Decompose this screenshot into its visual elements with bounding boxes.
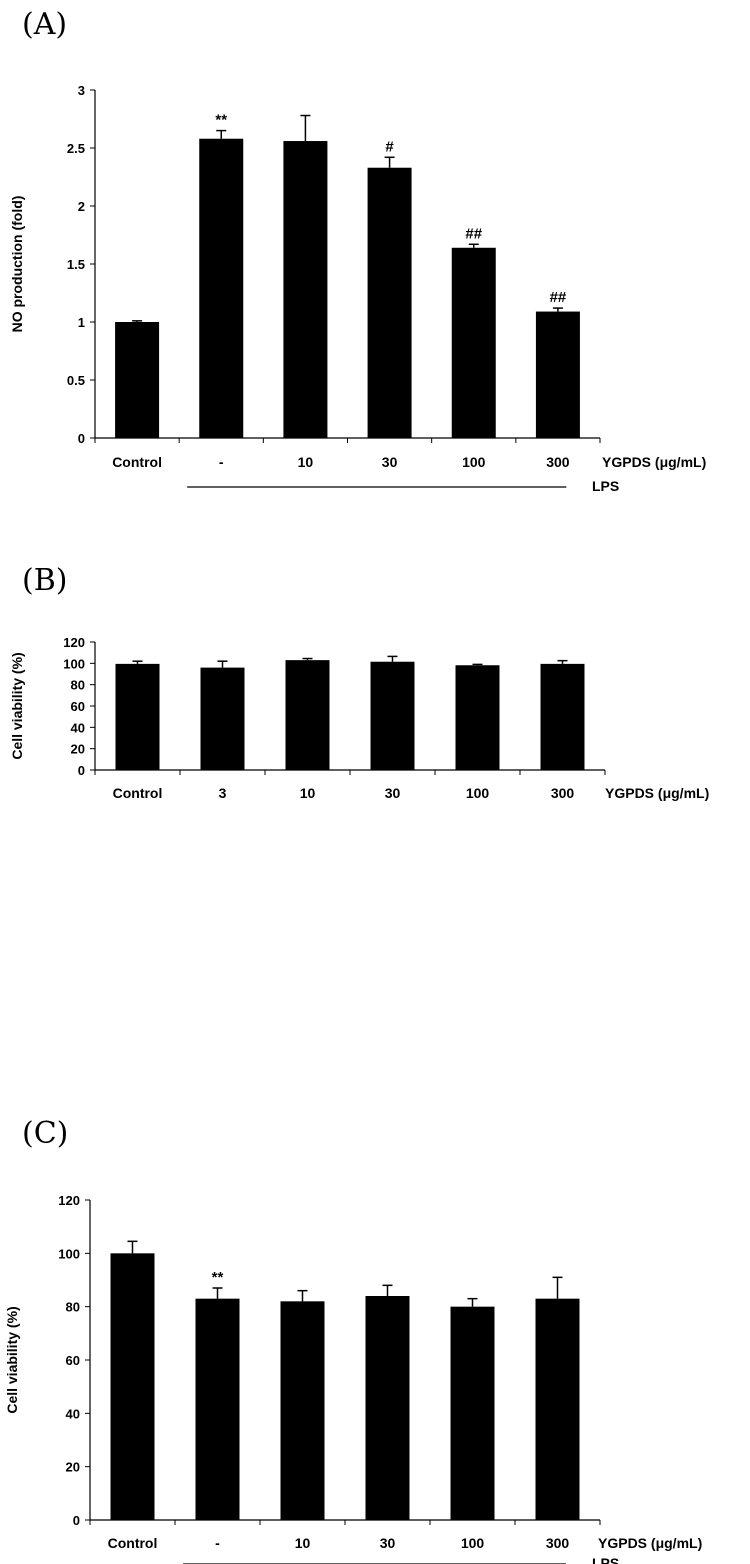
- category-label: 30: [382, 454, 398, 470]
- x-axis-label: YGPDS (μg/mL): [598, 1535, 702, 1551]
- y-tick-label: 120: [63, 635, 85, 650]
- y-tick-label: 1: [78, 315, 85, 330]
- category-label: -: [215, 1535, 220, 1551]
- x-axis-label: YGPDS (μg/mL): [602, 454, 706, 470]
- panel-label: (B): [22, 563, 67, 598]
- bar: [110, 1253, 155, 1520]
- y-tick-label: 2: [78, 199, 85, 214]
- y-tick-label: 80: [71, 678, 85, 693]
- y-axis-label: NO production (fold): [9, 196, 25, 333]
- bar: [451, 247, 496, 438]
- bar: [285, 660, 330, 770]
- chart-panel-1: (B) 0 20 40 60 80 100 120 Cell viability (%) Cont…: [9, 563, 709, 801]
- y-tick-label: 80: [66, 1300, 80, 1315]
- category-label: 10: [298, 454, 314, 470]
- bar: [367, 167, 412, 438]
- category-label: 300: [551, 785, 575, 801]
- panel-label: (C): [22, 1116, 68, 1151]
- category-label: 30: [385, 785, 401, 801]
- y-tick-label: 0: [78, 431, 85, 446]
- y-tick-label: 60: [71, 699, 85, 714]
- category-label: 10: [295, 1535, 311, 1551]
- y-tick-label: 100: [63, 656, 85, 671]
- y-tick-label: 0: [73, 1513, 80, 1528]
- x-axis-label: YGPDS (μg/mL): [605, 785, 709, 801]
- significance-label: **: [215, 112, 227, 129]
- category-label: Control: [112, 454, 162, 470]
- bar: [450, 1306, 495, 1520]
- significance-label: **: [212, 1269, 224, 1286]
- category-label: 30: [380, 1535, 396, 1551]
- category-label: Control: [108, 1535, 158, 1551]
- y-tick-label: 0.5: [67, 373, 85, 388]
- bar: [540, 663, 585, 770]
- y-tick-label: 20: [71, 742, 85, 757]
- group-label-lps: LPS: [592, 1555, 619, 1564]
- bar: [283, 141, 328, 439]
- significance-label: ##: [465, 225, 482, 242]
- chart-panel-2: (C) 0 20 40 60 80 100 120 Cell viability (%) Cont…: [4, 1116, 702, 1564]
- bar: [535, 311, 580, 438]
- category-label: 10: [300, 785, 316, 801]
- y-tick-label: 120: [58, 1193, 80, 1208]
- bar: [455, 665, 500, 770]
- bar: [535, 1298, 580, 1520]
- category-label: 100: [461, 1535, 485, 1551]
- bar: [200, 667, 245, 770]
- category-label: 3: [219, 785, 227, 801]
- category-label: 300: [546, 454, 570, 470]
- bar: [199, 138, 244, 438]
- significance-label: ##: [550, 289, 567, 306]
- chart-panel-0: (A) 0 0.5 1 1.5 2 2.5 3 NO production (fold) Cont…: [9, 7, 706, 494]
- y-tick-label: 2.5: [67, 141, 85, 156]
- bar: [280, 1301, 325, 1520]
- category-label: 100: [466, 785, 490, 801]
- y-tick-label: 40: [71, 720, 85, 735]
- y-tick-label: 0: [78, 763, 85, 778]
- y-tick-label: 40: [66, 1406, 80, 1421]
- category-label: 100: [462, 454, 486, 470]
- bar: [195, 1298, 240, 1520]
- y-axis-label: Cell viability (%): [9, 652, 25, 759]
- y-tick-label: 100: [58, 1246, 80, 1261]
- category-label: 300: [546, 1535, 570, 1551]
- bar: [115, 322, 160, 438]
- bar: [370, 661, 415, 770]
- y-tick-label: 3: [78, 83, 85, 98]
- significance-label: #: [385, 138, 394, 155]
- group-label-lps: LPS: [592, 478, 619, 494]
- y-tick-label: 20: [66, 1460, 80, 1475]
- category-label: Control: [113, 785, 163, 801]
- y-tick-label: 60: [66, 1353, 80, 1368]
- panel-label: (A): [22, 7, 67, 42]
- y-axis-label: Cell viability (%): [4, 1306, 20, 1413]
- bar: [365, 1296, 410, 1520]
- y-tick-label: 1.5: [67, 257, 85, 272]
- bar: [115, 663, 160, 770]
- category-label: -: [219, 454, 224, 470]
